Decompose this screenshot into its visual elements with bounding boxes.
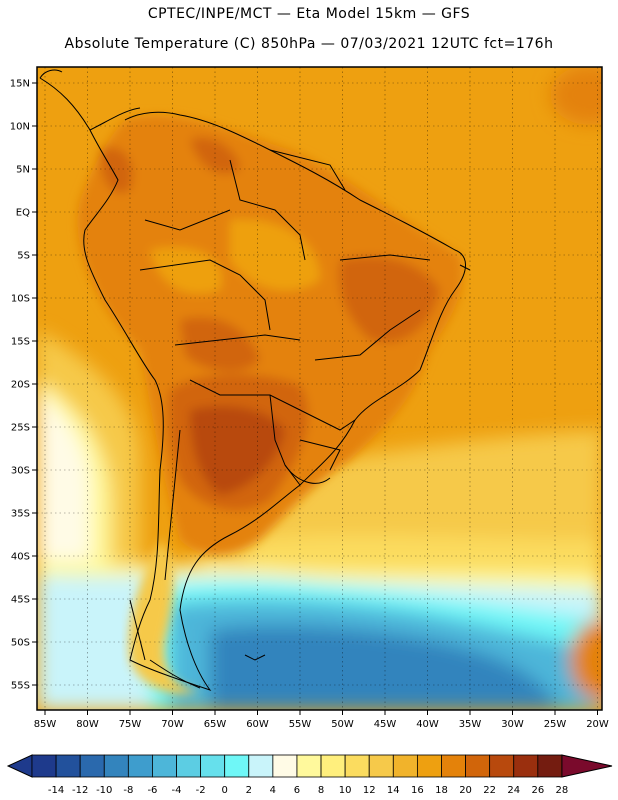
lon-label: 55W xyxy=(289,719,312,730)
colorbar-label: 6 xyxy=(294,785,300,796)
title-model: CPTEC/INPE/MCT — Eta Model 15km — GFS xyxy=(147,6,471,22)
colorbar-swatch xyxy=(513,754,539,778)
colorbar-label: 12 xyxy=(363,785,376,796)
lon-label: 20W xyxy=(586,719,609,730)
colorbar-swatch xyxy=(200,754,226,778)
colorbar-label: 28 xyxy=(556,785,569,796)
coastlines xyxy=(39,69,471,691)
colorbar-label: 20 xyxy=(459,785,472,796)
colorbar-swatch xyxy=(127,754,153,778)
lat-label: 25S xyxy=(11,423,30,434)
colorbar-label: -14 xyxy=(48,785,64,796)
lat-label: 20S xyxy=(11,380,30,391)
colorbar-swatch xyxy=(176,754,202,778)
colorbar-label: 4 xyxy=(270,785,276,796)
lat-label: 35S xyxy=(11,509,30,520)
colorbar-swatch xyxy=(296,754,322,778)
lat-label: 5N xyxy=(16,165,30,176)
lon-label: 40W xyxy=(416,719,439,730)
colorbar xyxy=(6,754,613,778)
lon-label: 60W xyxy=(246,719,269,730)
lat-label: 30S xyxy=(11,466,30,477)
colorbar-label: -8 xyxy=(123,785,133,796)
colorbar-label: 22 xyxy=(483,785,496,796)
lon-label: 80W xyxy=(76,719,99,730)
lon-label: 75W xyxy=(119,719,142,730)
lat-label: 15S xyxy=(11,337,30,348)
colorbar-swatch xyxy=(344,754,370,778)
colorbar-label: 16 xyxy=(411,785,424,796)
lat-label: 10N xyxy=(10,122,30,133)
colorbar-label: -12 xyxy=(72,785,88,796)
lat-label: 15N xyxy=(10,79,30,90)
colorbar-swatch xyxy=(31,754,57,778)
colorbar-label: -6 xyxy=(147,785,157,796)
lat-label: 45S xyxy=(11,595,30,606)
lon-label: 70W xyxy=(161,719,184,730)
colorbar-label: -4 xyxy=(172,785,182,796)
lon-label: 50W xyxy=(331,719,354,730)
colorbar-swatch xyxy=(79,754,105,778)
colorbar-swatch xyxy=(103,754,129,778)
colorbar-label: 24 xyxy=(507,785,520,796)
colorbar-swatch xyxy=(248,754,274,778)
colorbar-swatch xyxy=(416,754,442,778)
colorbar-label: 26 xyxy=(531,785,544,796)
colorbar-arrow-right xyxy=(561,754,613,778)
colorbar-label: 18 xyxy=(435,785,448,796)
colorbar-label: 14 xyxy=(387,785,400,796)
colorbar-arrow-left xyxy=(6,754,33,778)
colorbar-label: 0 xyxy=(222,785,228,796)
lon-label: 45W xyxy=(374,719,397,730)
colorbar-swatch xyxy=(368,754,394,778)
colorbar-swatch xyxy=(441,754,466,778)
colorbar-labels: -14 -12 -10 -8 -6 -4 -2 0 2 4 6 8 10 12 14 16 18 20 22 24 26… xyxy=(48,785,568,796)
colorbar-swatch xyxy=(489,754,515,778)
lat-label: 5S xyxy=(17,251,30,262)
colorbar-label: 2 xyxy=(246,785,252,796)
lat-label: 50S xyxy=(11,638,30,649)
lat-label: 40S xyxy=(11,552,30,563)
colorbar-swatch xyxy=(272,754,298,778)
lon-label: 85W xyxy=(34,719,57,730)
colorbar-label: -2 xyxy=(196,785,206,796)
colorbar-label: 8 xyxy=(318,785,324,796)
colorbar-swatch xyxy=(392,754,418,778)
latitude-axis: 15N 10N 5N EQ 5S 10S 15S 20S 25S 30S 35S 40S 45S 50S 5… xyxy=(10,79,37,692)
lat-label: EQ xyxy=(16,208,30,219)
colorbar-label: 10 xyxy=(339,785,352,796)
title-field: Absolute Temperature (C) 850hPa — 07/03/… xyxy=(64,36,554,52)
lat-label: 10S xyxy=(11,294,30,305)
lon-label: 35W xyxy=(459,719,482,730)
colorbar-swatch xyxy=(465,754,491,778)
temperature-field xyxy=(37,67,602,710)
colorbar-swatch xyxy=(55,754,81,778)
colorbar-swatch xyxy=(320,754,346,778)
longitude-axis: 85W 80W 75W 70W 65W 60W 55W 50W 45W 40W 35W 30W 25W 2… xyxy=(34,710,609,730)
colorbar-swatch xyxy=(537,754,563,778)
colorbar-swatch xyxy=(224,754,250,778)
colorbar-label: -10 xyxy=(96,785,112,796)
colorbar-swatch xyxy=(152,754,177,778)
lon-label: 30W xyxy=(501,719,524,730)
lon-label: 65W xyxy=(204,719,227,730)
map-frame xyxy=(36,66,603,711)
lat-label: 55S xyxy=(11,681,30,692)
lon-label: 25W xyxy=(544,719,567,730)
graticule xyxy=(37,67,602,710)
